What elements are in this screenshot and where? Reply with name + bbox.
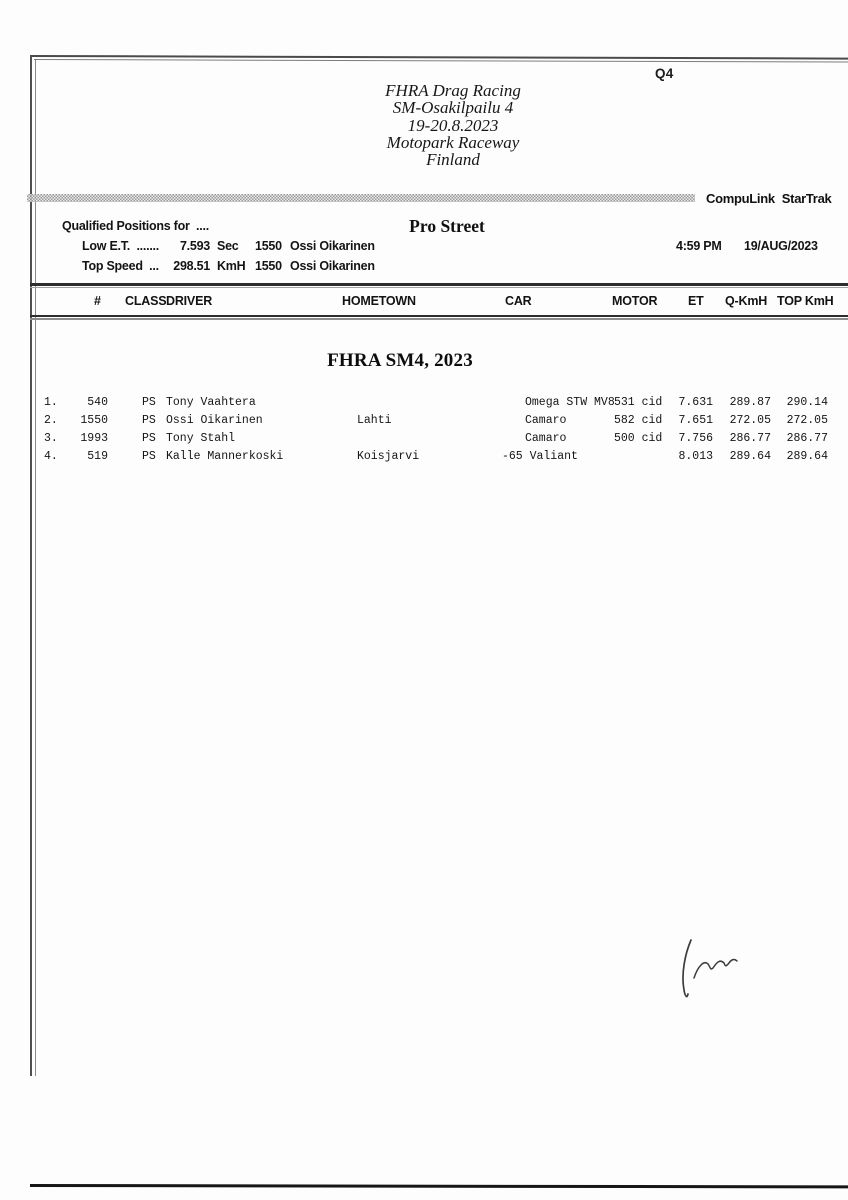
cell-driver: Ossi Oikarinen <box>166 414 263 427</box>
page-border-left-inner <box>34 60 36 1076</box>
series-group-title: FHRA SM4, 2023 <box>327 350 473 371</box>
cell-qkmh: 272.05 <box>729 414 771 427</box>
top-speed-driver: Ossi Oikarinen <box>290 259 375 273</box>
print-time: 4:59 PM <box>676 239 722 253</box>
cell-car-number: 519 <box>87 450 108 463</box>
cell-car-number: 540 <box>87 396 108 409</box>
top-speed-unit: KmH <box>217 259 246 273</box>
cell-topkmh: 289.64 <box>786 450 828 463</box>
column-header-car: CAR <box>505 294 532 308</box>
event-header: FHRA Drag Racing SM-Osakilpailu 4 19-20.… <box>330 81 576 170</box>
event-dates: 19-20.8.2023 <box>407 115 499 135</box>
low-et-car-number: 1550 <box>255 239 282 253</box>
column-header-class: CLASS <box>125 294 167 308</box>
cell-car: Camaro <box>525 414 567 427</box>
column-header-topkmh: TOP KmH <box>777 294 834 308</box>
cell-motor: 500 cid <box>614 432 663 445</box>
cell-position: 4. <box>44 450 58 463</box>
event-title: FHRA Drag Racing <box>385 81 521 100</box>
cell-driver: Kalle Mannerkoski <box>166 450 284 463</box>
low-et-unit: Sec <box>217 239 239 253</box>
cell-position: 1. <box>44 396 58 409</box>
top-speed-value: 298.51 <box>173 259 210 273</box>
table-header-rule-bottom <box>30 315 848 317</box>
cell-et: 7.631 <box>678 396 713 409</box>
cell-hometown: Lahti <box>357 414 392 427</box>
event-country: Finland <box>426 150 480 170</box>
table-header-rule-top-shadow <box>30 286 848 288</box>
cell-topkmh: 272.05 <box>786 414 828 427</box>
column-header-et: ET <box>688 294 704 308</box>
table-row: 1. 540 PS Tony Vaahtera Omega STW MV8 53… <box>30 396 848 411</box>
column-header-qkmh: Q-KmH <box>725 294 768 308</box>
cell-class: PS <box>142 414 156 427</box>
table-row: 3. 1993 PS Tony Stahl Camaro 500 cid 7.7… <box>30 432 848 447</box>
cell-car-number: 1993 <box>80 432 108 445</box>
print-date: 19/AUG/2023 <box>744 239 818 253</box>
table-row: 2. 1550 PS Ossi Oikarinen Lahti Camaro 5… <box>30 414 848 429</box>
qualified-positions-label: Qualified Positions for .... <box>62 219 209 233</box>
low-et-label: Low E.T. ....... <box>82 239 160 253</box>
cell-topkmh: 290.14 <box>786 396 828 409</box>
cell-class: PS <box>142 396 156 409</box>
timing-system-brand: CompuLink StarTrak <box>706 191 832 206</box>
cell-et: 8.013 <box>678 450 713 463</box>
page-border-top-inner <box>33 59 848 63</box>
brand-compulink: CompuLink <box>706 191 775 206</box>
halftone-separator-band <box>27 194 695 202</box>
cell-driver: Tony Vaahtera <box>166 396 256 409</box>
low-et-driver: Ossi Oikarinen <box>290 239 375 253</box>
page-border-left-outer <box>30 56 32 1076</box>
column-header-motor: MOTOR <box>612 294 658 308</box>
event-subtitle: SM-Osakilpailu 4 <box>392 98 514 118</box>
cell-car: Omega STW MV8 <box>525 396 615 409</box>
class-title: Pro Street <box>409 216 485 236</box>
cell-et: 7.651 <box>678 414 713 427</box>
cell-position: 3. <box>44 432 58 445</box>
column-header-hometown: HOMETOWN <box>342 294 416 308</box>
top-speed-car-number: 1550 <box>255 259 282 273</box>
page-border-bottom <box>29 1184 848 1189</box>
table-header-rule-top <box>30 283 848 286</box>
cell-class: PS <box>142 450 156 463</box>
column-header-driver: DRIVER <box>166 294 213 308</box>
signature-icon <box>682 939 738 998</box>
cell-driver: Tony Stahl <box>166 432 236 445</box>
cell-qkmh: 286.77 <box>729 432 771 445</box>
low-et-value: 7.593 <box>179 239 210 253</box>
cell-car: -65 Valiant <box>502 450 578 463</box>
table-row: 4. 519 PS Kalle Mannerkoski Koisjarvi -6… <box>30 450 848 465</box>
round-label: Q4 <box>655 66 674 81</box>
cell-position: 2. <box>44 414 58 427</box>
cell-topkmh: 286.77 <box>786 432 828 445</box>
top-speed-label: Top Speed ... <box>82 259 159 273</box>
cell-motor: 531 cid <box>614 396 663 409</box>
cell-qkmh: 289.64 <box>729 450 771 463</box>
table-header-rule-bottom-shadow <box>30 318 848 320</box>
cell-car-number: 1550 <box>80 414 108 427</box>
cell-class: PS <box>142 432 156 445</box>
event-venue: Motopark Raceway <box>386 132 520 152</box>
cell-qkmh: 289.87 <box>729 396 771 409</box>
cell-car: Camaro <box>525 432 567 445</box>
cell-hometown: Koisjarvi <box>357 450 420 463</box>
brand-startrak: StarTrak <box>781 191 832 206</box>
cell-motor: 582 cid <box>614 414 663 427</box>
column-header-position: # <box>94 294 101 308</box>
cell-et: 7.756 <box>678 432 713 445</box>
